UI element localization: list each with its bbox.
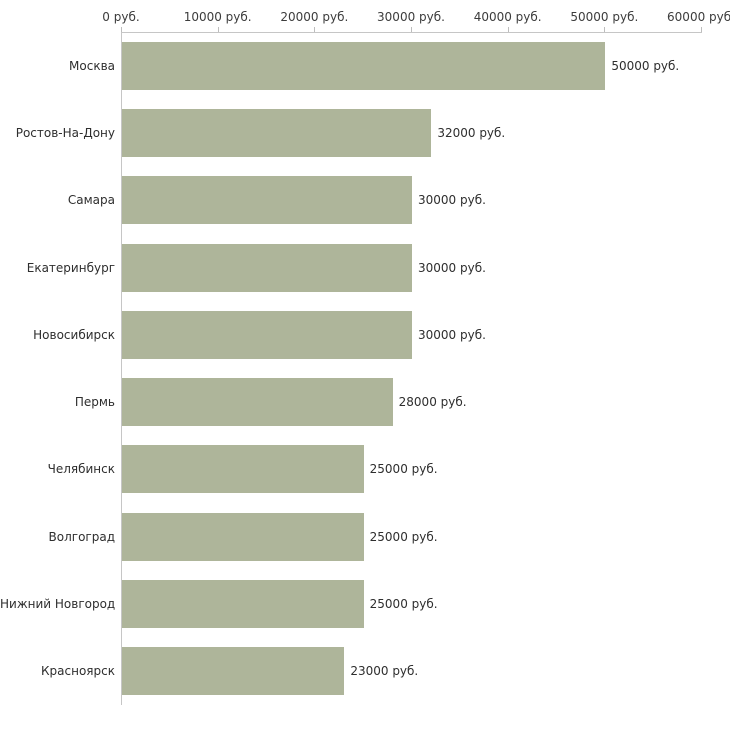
- x-axis-tick-mark: [507, 27, 509, 32]
- x-axis-tick-mark: [701, 27, 702, 32]
- value-label: 30000 руб.: [418, 327, 486, 342]
- bar-10: [122, 647, 345, 696]
- value-label: 25000 руб.: [369, 462, 438, 477]
- bar-9: [122, 580, 364, 629]
- value-label: 25000 руб.: [369, 597, 438, 612]
- bar-5: [122, 310, 412, 359]
- x-axis-tick-label: 10000 руб.: [183, 10, 252, 24]
- category-label: Самара: [67, 193, 115, 208]
- bar-8: [122, 512, 364, 561]
- x-axis-tick-mark: [121, 27, 122, 32]
- bar-7: [122, 445, 364, 494]
- value-label: 28000 руб.: [398, 395, 467, 410]
- bar-2: [122, 108, 432, 157]
- category-label: Нижний Новгород: [0, 597, 116, 612]
- category-label: Москва: [69, 58, 115, 73]
- value-label: 25000 руб.: [369, 529, 438, 544]
- x-axis-tick-label: 20000 руб.: [280, 10, 349, 24]
- x-axis-tick-mark: [604, 27, 606, 32]
- x-axis-tick-label: 50000 руб.: [570, 10, 639, 24]
- x-axis-tick-label: 40000 руб.: [473, 10, 542, 24]
- bar-1: [122, 41, 606, 90]
- category-label: Красноярск: [41, 664, 115, 679]
- x-axis-tick-mark: [314, 27, 316, 32]
- category-label: Новосибирск: [33, 327, 115, 342]
- bar-6: [122, 378, 393, 427]
- value-label: 30000 руб.: [418, 193, 486, 208]
- y-axis-line: [121, 32, 122, 705]
- x-axis-tick-label: 0 руб.: [102, 10, 140, 24]
- value-label: 30000 руб.: [418, 260, 486, 275]
- x-axis-tick-label: 30000 руб.: [377, 10, 445, 24]
- bar-4: [122, 243, 412, 292]
- value-label: 23000 руб.: [350, 664, 419, 679]
- category-label: Челябинск: [47, 462, 115, 477]
- bar-3: [122, 176, 412, 225]
- category-label: Ростов-На-Дону: [15, 125, 115, 140]
- x-axis-tick-label: 60000 руб.: [667, 10, 730, 24]
- value-label: 50000 руб.: [611, 58, 680, 73]
- category-label: Волгоград: [48, 529, 115, 544]
- x-axis-line: [121, 32, 702, 33]
- x-axis-tick-mark: [411, 27, 412, 32]
- category-label: Екатеринбург: [26, 260, 115, 275]
- x-axis-tick-mark: [217, 27, 219, 32]
- category-label: Пермь: [74, 395, 115, 410]
- value-label: 32000 руб.: [437, 125, 506, 140]
